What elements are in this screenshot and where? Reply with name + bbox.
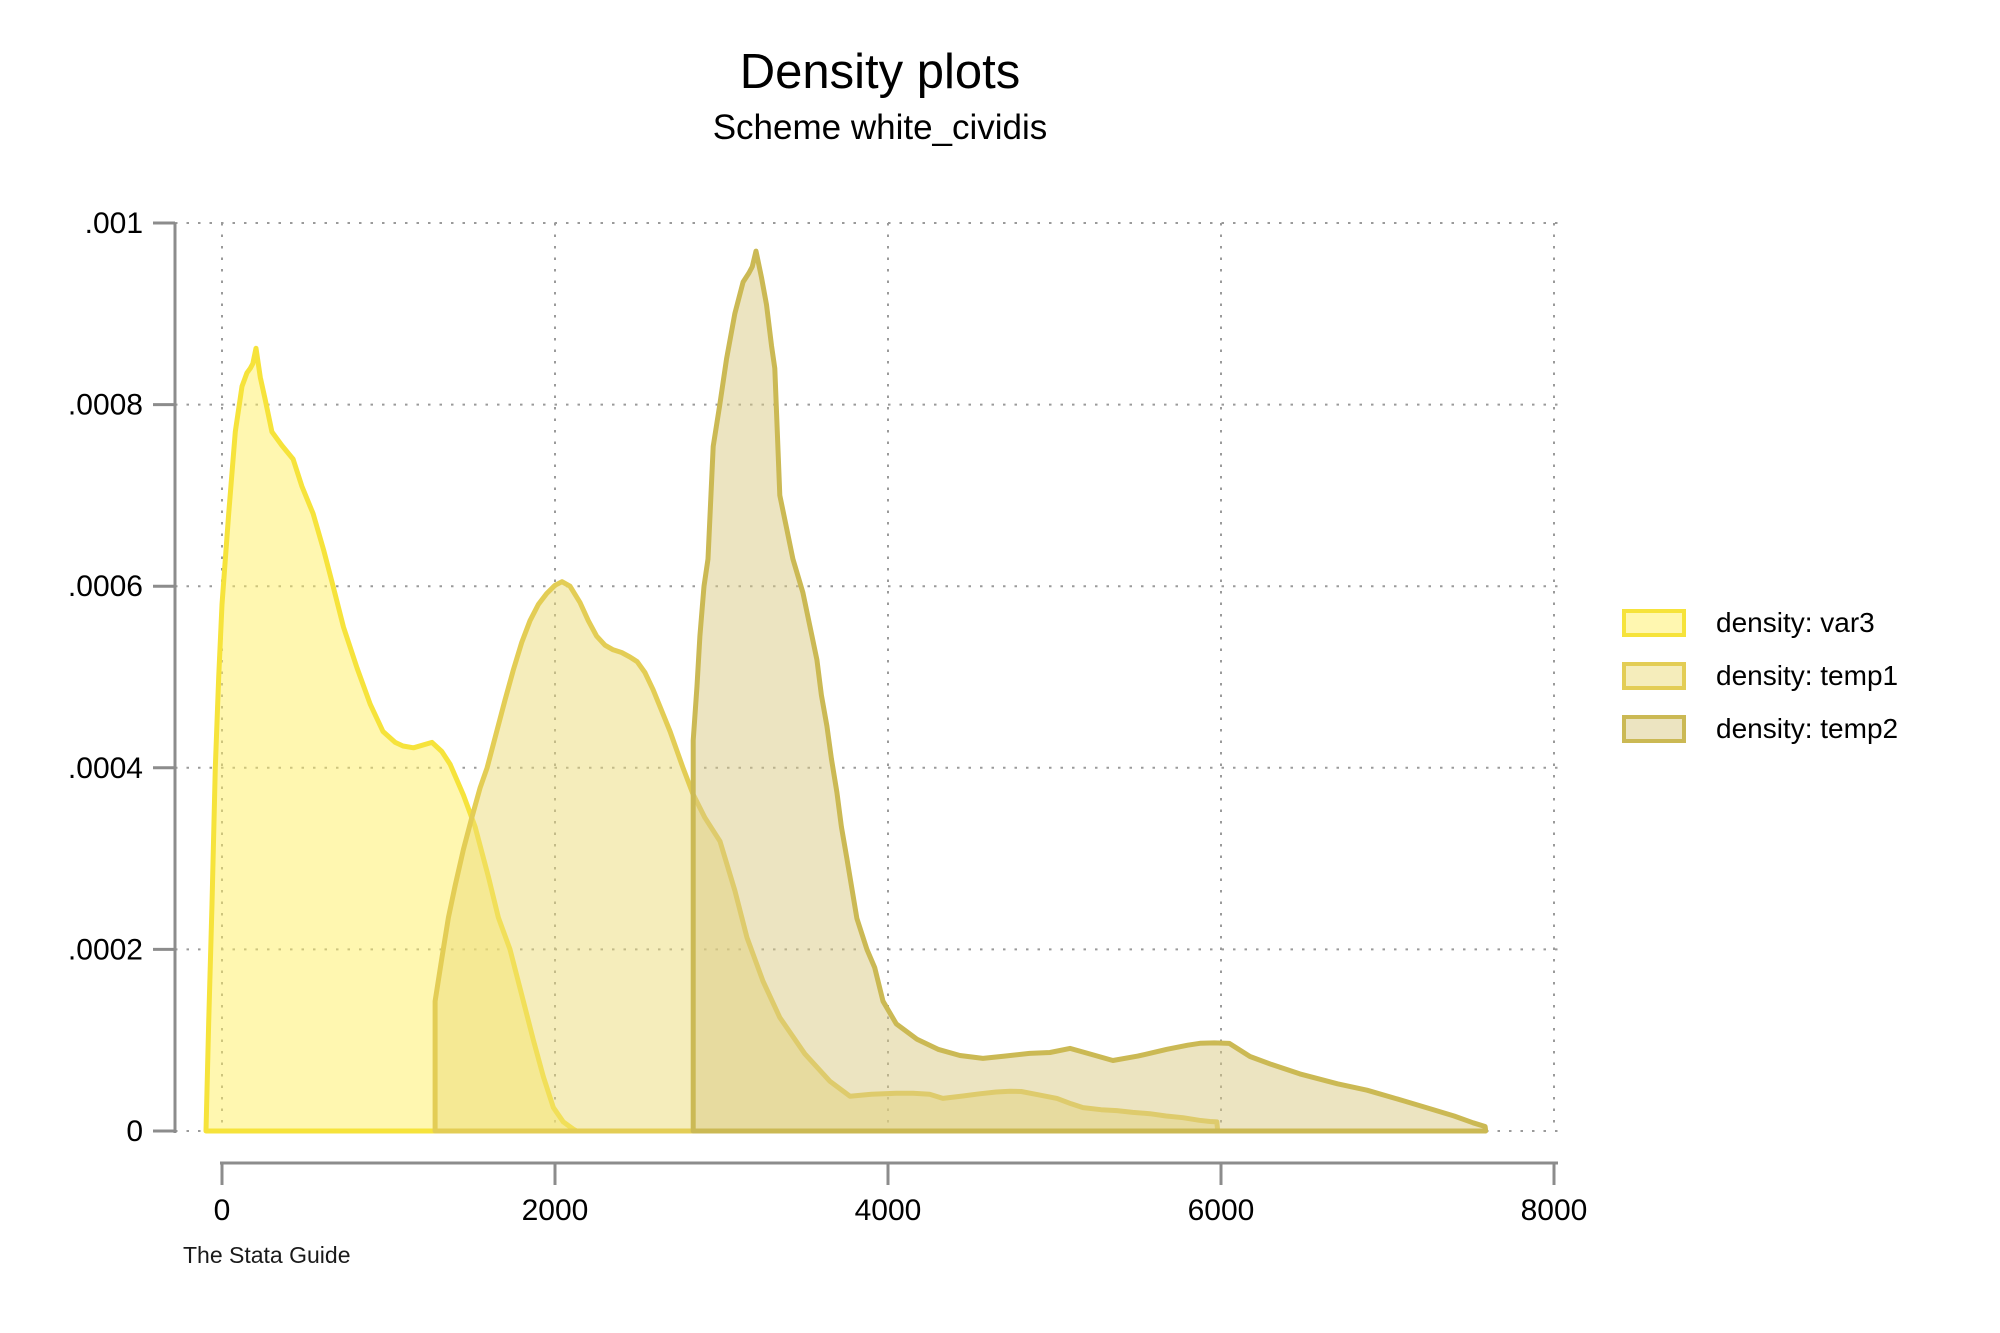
y-tick-label: .001	[85, 207, 143, 240]
legend-item-temp1: density: temp1	[1622, 659, 1898, 693]
chart-subtitle: Scheme white_cividis	[712, 108, 1048, 147]
axes: 0 .0002 .0004 .0006 .0008 .001 0 2000 4000 6000 80…	[68, 207, 1587, 1227]
legend-item-temp2: density: temp2	[1622, 712, 1898, 746]
legend-label-temp2: density: temp2	[1716, 713, 1899, 744]
caption-stata-guide: The Stata Guide	[183, 1242, 351, 1268]
legend: density: var3 density: temp1 density: te…	[1622, 606, 1898, 765]
x-tick-label: 8000	[1521, 1194, 1588, 1227]
chart-title: Density plots	[739, 45, 1021, 99]
y-tick-label: 0	[126, 1115, 143, 1148]
density-area-3	[690, 248, 1489, 1134]
y-tick-label: .0006	[68, 570, 143, 603]
x-tick-label: 2000	[522, 1194, 589, 1227]
legend-swatch-temp2	[1622, 715, 1686, 743]
y-tick-label: .0004	[68, 752, 143, 785]
legend-label-temp1: density: temp1	[1716, 660, 1899, 691]
legend-swatch-var3	[1622, 609, 1686, 637]
legend-item-var3: density: var3	[1622, 606, 1898, 640]
legend-swatch-temp1	[1622, 662, 1686, 690]
x-tick-label: 0	[214, 1194, 231, 1227]
x-tick-label: 4000	[855, 1194, 922, 1227]
x-tick-label: 6000	[1188, 1194, 1255, 1227]
y-tick-label: .0002	[68, 933, 143, 966]
legend-label-var3: density: var3	[1716, 607, 1875, 638]
y-tick-label: .0008	[68, 389, 143, 422]
density-areas	[203, 248, 1489, 1134]
